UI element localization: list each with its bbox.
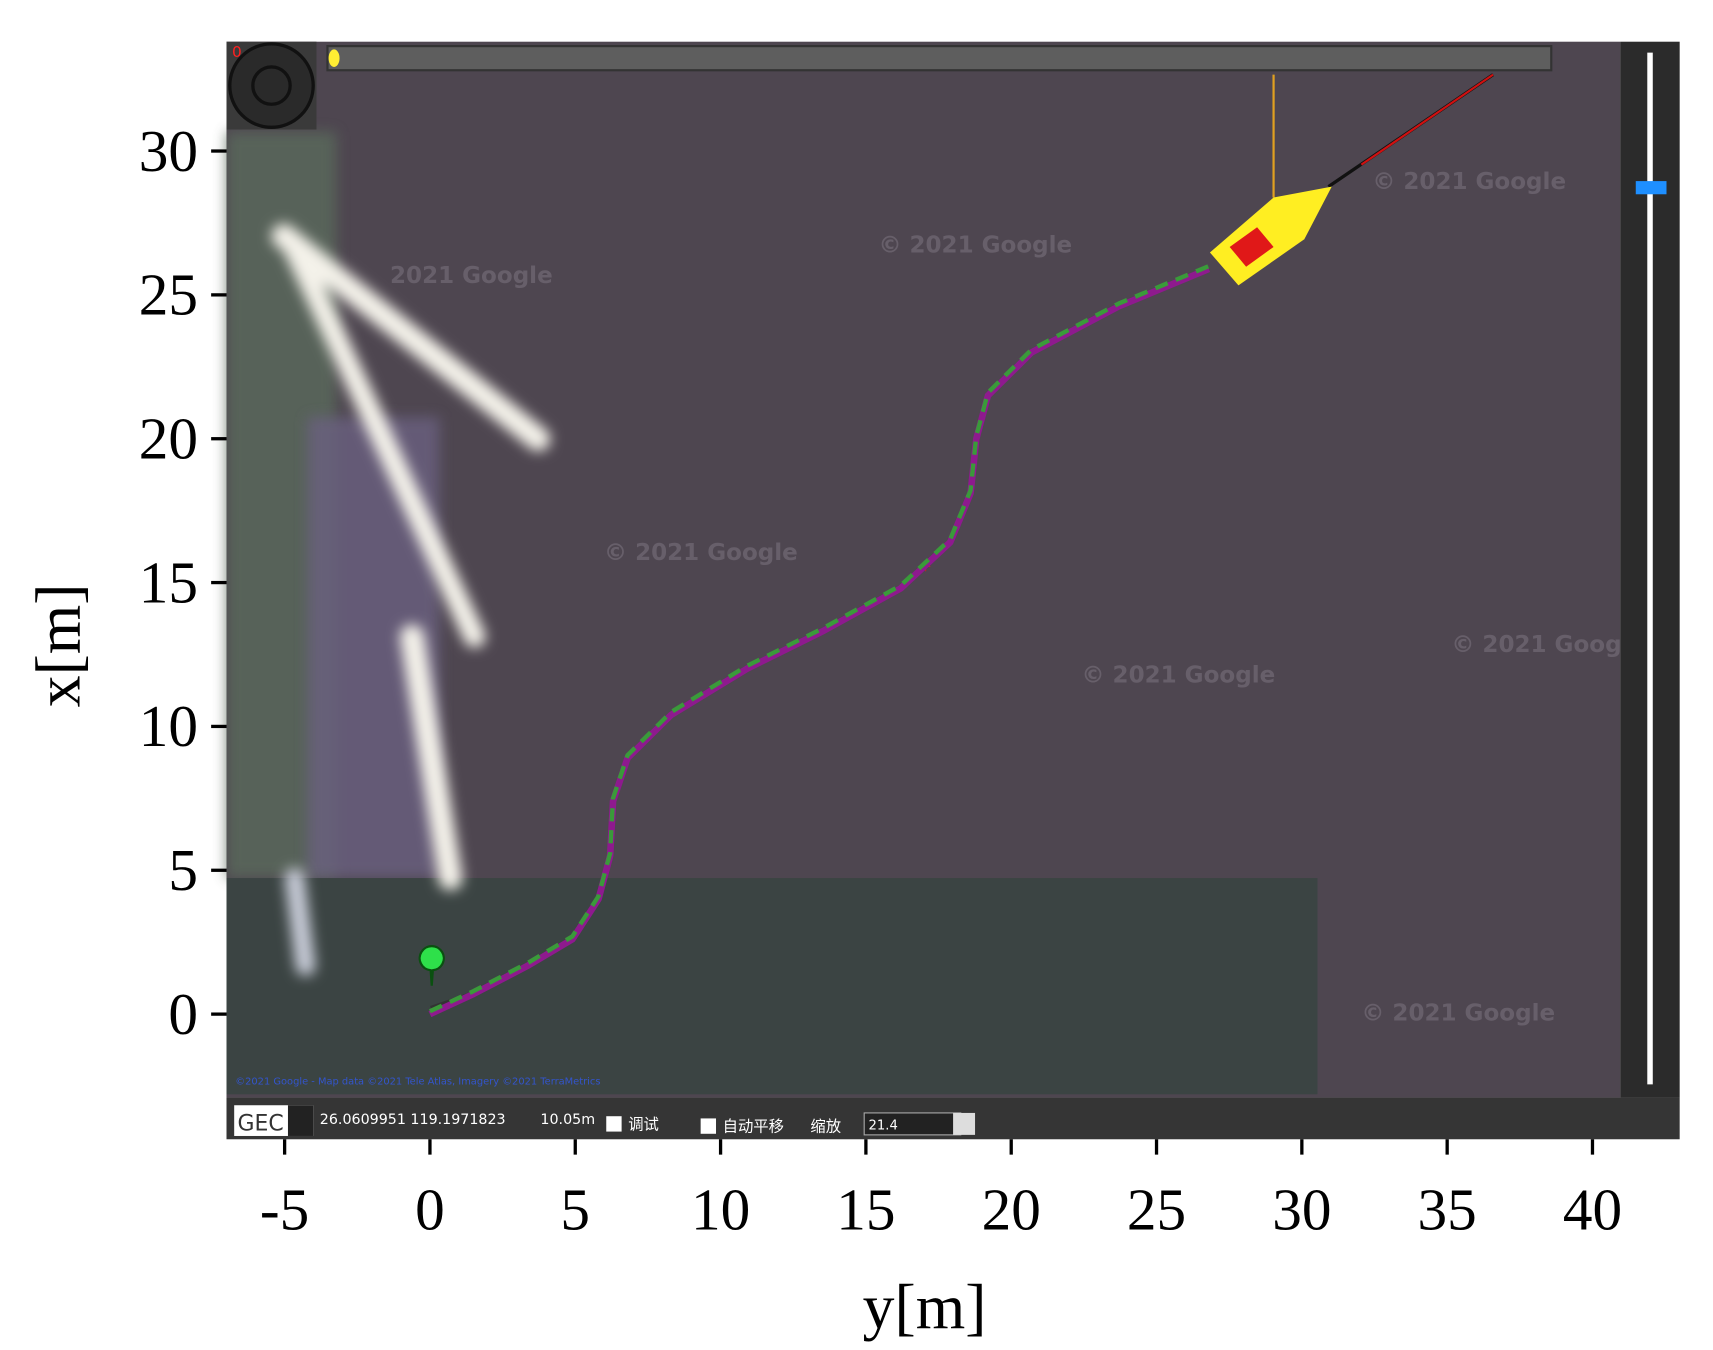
auto-pan-checkbox-label[interactable]: 自动平移 (723, 1118, 784, 1136)
watermark: © 2021 Google (1372, 169, 1566, 195)
distance: 10.05m (540, 1112, 595, 1128)
watermark: 2021 Google (390, 263, 553, 289)
x-tick-label: 15 (836, 1176, 895, 1242)
x-tick-label: 30 (1272, 1176, 1331, 1242)
x-axis-label: y[m] (863, 1271, 987, 1342)
x-tick-label: 25 (1127, 1176, 1186, 1242)
trajectory-line (428, 265, 1211, 1018)
y-tick-label: 10 (139, 693, 198, 759)
trajectory-line (429, 264, 1210, 1014)
y-tick-label: 5 (168, 837, 198, 903)
y-tick-label: 25 (139, 262, 198, 328)
counter: 0 (232, 43, 242, 61)
y-axis-label: x[m] (22, 584, 93, 708)
y-tick-label: 30 (139, 118, 198, 184)
watermark: © 2021 Google (1361, 1001, 1555, 1027)
watermark: © 2021 Google (604, 540, 798, 566)
watermark: © 2021 Google (878, 232, 1072, 258)
map-view: + (226, 41, 1680, 1140)
y-tick-label: 15 (139, 549, 198, 615)
debug-checkbox-label[interactable]: 调试 (628, 1115, 659, 1133)
watermark: © 2021 Google (1082, 663, 1276, 689)
projection[interactable]: GEC (237, 1111, 283, 1136)
attribution: ©2021 Google - Map data ©2021 Tele Atlas… (235, 1076, 600, 1087)
x-tick-label: 20 (982, 1176, 1041, 1242)
x-tick-label: 40 (1563, 1176, 1622, 1242)
y-tick-label: 0 (168, 981, 198, 1047)
x-tick-label: -5 (260, 1176, 309, 1242)
x-tick-label: 35 (1418, 1176, 1477, 1242)
x-tick-label: 5 (560, 1176, 590, 1242)
y-tick-label: 20 (139, 405, 198, 471)
zoom-input[interactable]: 21.4 (869, 1118, 898, 1133)
coordinates: 26.0609951 119.1971823 (320, 1112, 506, 1128)
watermark: © 2021 Goog (1451, 632, 1621, 658)
x-tick-label: 10 (691, 1176, 750, 1242)
zoom-label: 缩放 (810, 1118, 841, 1136)
x-tick-label: 0 (415, 1176, 445, 1242)
